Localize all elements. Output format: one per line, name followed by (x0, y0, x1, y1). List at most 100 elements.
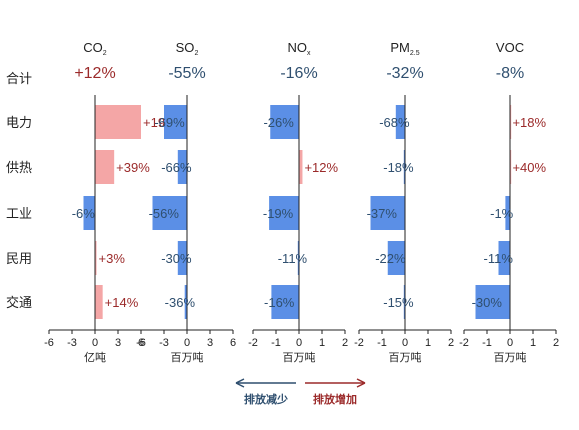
data-label: -37% (367, 206, 398, 221)
data-label: -30% (161, 251, 192, 266)
bar (152, 196, 187, 230)
bar (271, 285, 299, 319)
x-tick-label: 2 (448, 337, 454, 349)
panel-title: VOC (496, 40, 524, 55)
x-tick-label: 0 (402, 337, 408, 349)
x-tick-label: -2 (248, 337, 258, 349)
data-label: -69% (154, 115, 185, 130)
bar (270, 105, 299, 139)
bar (395, 105, 405, 139)
row-label: 供热 (6, 161, 32, 176)
bar (95, 285, 103, 319)
bar (95, 150, 115, 184)
x-tick-label: -1 (271, 337, 281, 349)
data-label: +12% (304, 160, 338, 175)
x-tick-label: 1 (530, 337, 536, 349)
panel-title: CO2 (83, 40, 107, 57)
bar (83, 196, 95, 230)
data-label: -11% (484, 251, 514, 266)
bar (387, 241, 405, 275)
legend-increase: 排放增加 (313, 392, 357, 406)
bar (269, 196, 299, 230)
panel-title: SO2 (176, 40, 199, 57)
x-tick-label: -3 (67, 337, 77, 349)
data-label: -68% (379, 115, 410, 130)
bar (475, 285, 510, 319)
data-label: -66% (161, 160, 192, 175)
bar (184, 285, 187, 319)
x-axis-unit: 百万吨 (171, 351, 204, 364)
bar (299, 150, 303, 184)
panel-title-subscript: x (307, 50, 311, 57)
data-label: +3% (99, 251, 126, 266)
panel-title-subscript: 2.5 (410, 50, 420, 57)
x-tick-label: 1 (319, 337, 325, 349)
bar (403, 150, 405, 184)
increase-arrowhead (356, 378, 366, 388)
x-tick-label: 6 (138, 337, 144, 349)
panel-title-subscript: 2 (103, 50, 107, 57)
x-axis-unit: 百万吨 (389, 351, 422, 364)
panel-total: -8% (496, 65, 524, 82)
panel-total: +12% (74, 65, 115, 82)
data-label: -11% (278, 251, 308, 266)
bar (498, 241, 510, 275)
panel-title-subscript: 2 (194, 50, 198, 57)
data-label: +18% (512, 115, 546, 130)
bar (177, 150, 187, 184)
panel-title-main: CO (83, 40, 103, 55)
bar (95, 105, 141, 139)
bar (505, 196, 510, 230)
legend-decrease: 排放减少 (244, 392, 288, 406)
data-label: -22% (375, 251, 406, 266)
data-label: +39% (116, 160, 150, 175)
panel-title-main: VOC (496, 40, 524, 55)
x-tick-label: -1 (482, 337, 492, 349)
x-tick-label: -6 (136, 337, 146, 349)
data-label: -26% (263, 115, 294, 130)
x-tick-label: 2 (553, 337, 559, 349)
data-label: -30% (472, 295, 503, 310)
decrease-arrowhead (235, 378, 245, 388)
x-axis-unit: 亿吨 (84, 351, 106, 364)
data-label: -6% (72, 206, 96, 221)
x-tick-label: -2 (459, 337, 469, 349)
panel-title-main: NO (288, 40, 308, 55)
panel-title-main: SO (176, 40, 195, 55)
x-tick-label: 0 (296, 337, 302, 349)
x-tick-label: 0 (92, 337, 98, 349)
x-tick-label: 0 (507, 337, 513, 349)
row-label: 工业 (6, 207, 32, 222)
total-row-label: 合计 (6, 72, 32, 87)
x-tick-label: 3 (115, 337, 121, 349)
x-tick-label: 0 (184, 337, 190, 349)
data-label: -56% (149, 206, 180, 221)
x-tick-label: -2 (354, 337, 364, 349)
data-label: -36% (165, 295, 196, 310)
panel-total: -55% (168, 65, 205, 82)
x-axis-unit: 百万吨 (494, 351, 527, 364)
panel-total: -16% (280, 65, 317, 82)
bar (177, 241, 187, 275)
data-label: -19% (263, 206, 294, 221)
x-tick-label: -3 (159, 337, 169, 349)
data-label: -15% (383, 295, 414, 310)
bar (510, 150, 512, 184)
data-label: -16% (264, 295, 295, 310)
panel-title: PM2.5 (390, 40, 419, 57)
bar (510, 105, 512, 139)
row-label: 民用 (6, 252, 32, 267)
x-tick-label: 1 (425, 337, 431, 349)
data-label: +40% (512, 160, 546, 175)
x-tick-label: -6 (44, 337, 54, 349)
x-tick-label: 6 (230, 337, 236, 349)
x-tick-label: -1 (377, 337, 387, 349)
bar (164, 105, 187, 139)
x-axis-unit: 百万吨 (283, 351, 316, 364)
data-label: -1% (490, 206, 514, 221)
bar (370, 196, 405, 230)
bar (403, 285, 405, 319)
data-label: -18% (383, 160, 414, 175)
panel-title: NOx (288, 40, 312, 57)
